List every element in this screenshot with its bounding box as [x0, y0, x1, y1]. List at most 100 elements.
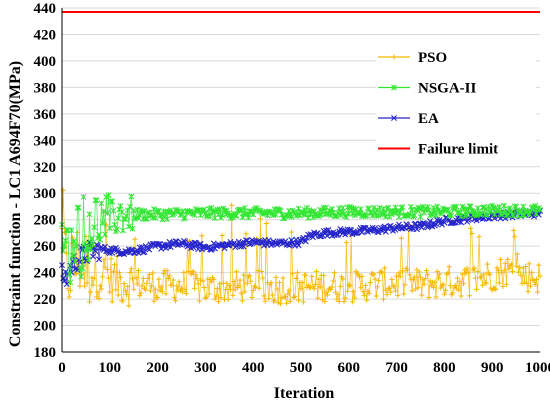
- pso-point: [121, 281, 127, 287]
- nsga-ii-point: [97, 236, 104, 243]
- nsga-ii-point: [152, 214, 159, 221]
- pso-point: [315, 295, 321, 301]
- nsga-ii-point: [61, 242, 68, 249]
- nsga-ii-point: [93, 197, 100, 204]
- pso-point: [311, 286, 317, 292]
- pso-point: [313, 268, 320, 275]
- pso-point: [493, 286, 499, 293]
- pso-point: [347, 283, 353, 289]
- nsga-ii-point: [115, 215, 122, 222]
- pso-point: [483, 280, 489, 286]
- nsga-ii-point: [430, 204, 437, 211]
- nsga-ii-point: [80, 194, 87, 200]
- pso-point: [280, 275, 286, 281]
- pso-point: [329, 284, 335, 290]
- nsga-ii-point: [102, 231, 108, 238]
- nsga-ii-point: [507, 205, 514, 211]
- pso-point: [272, 298, 278, 304]
- pso-point: [288, 229, 295, 235]
- pso-point: [90, 282, 96, 288]
- pso-point: [97, 283, 103, 289]
- pso-point: [238, 290, 244, 296]
- pso-point: [255, 268, 261, 274]
- pso-point: [515, 269, 522, 275]
- ea-point: [325, 226, 332, 233]
- nsga-ii-point: [501, 202, 508, 209]
- series-nsga-ii: [59, 192, 543, 286]
- pso-point: [262, 298, 268, 304]
- pso-point: [117, 274, 124, 280]
- pso-point: [395, 292, 401, 298]
- y-tick-label: 340: [34, 133, 57, 149]
- pso-point: [376, 278, 382, 284]
- pso-point: [380, 296, 387, 302]
- pso-point: [129, 276, 136, 282]
- pso-point: [258, 268, 265, 275]
- pso-point: [111, 262, 118, 268]
- pso-point: [217, 281, 223, 287]
- pso-point: [402, 282, 408, 288]
- pso-point: [339, 274, 345, 280]
- pso-point: [227, 286, 234, 293]
- pso-point: [151, 298, 157, 304]
- y-tick-labels: 180 200 220 240 260 280 300 320 340 360 380 400 420 4…: [34, 1, 57, 361]
- nsga-ii-point: [86, 211, 93, 218]
- pso-point: [399, 268, 406, 274]
- pso-point: [444, 271, 450, 277]
- nsga-ii-point: [434, 203, 441, 210]
- pso-point: [95, 289, 101, 295]
- nsga-ii-point: [68, 227, 75, 234]
- pso-point: [513, 263, 519, 269]
- ea-point: [351, 230, 358, 237]
- pso-point: [287, 298, 293, 304]
- pso-point: [196, 298, 203, 304]
- pso-point: [149, 283, 155, 289]
- pso-point: [531, 277, 537, 283]
- pso-point: [349, 299, 355, 305]
- pso-point: [165, 275, 171, 282]
- pso-point: [101, 257, 107, 263]
- pso-point: [67, 287, 73, 294]
- pso-point: [442, 287, 449, 293]
- pso-point: [260, 275, 266, 281]
- pso-point: [334, 296, 340, 302]
- pso-point: [225, 296, 231, 302]
- pso-point: [140, 275, 146, 281]
- pso-point: [133, 274, 139, 281]
- pso-point: [226, 282, 232, 289]
- pso-point: [177, 288, 183, 294]
- pso-point: [384, 292, 390, 298]
- pso-point: [143, 287, 149, 293]
- pso-point: [328, 286, 334, 293]
- pso-point: [128, 266, 134, 272]
- pso-point: [152, 286, 158, 292]
- pso-point: [404, 267, 410, 273]
- pso-point: [98, 286, 105, 292]
- pso-point: [356, 274, 363, 280]
- legend-marker-ea: [391, 115, 397, 121]
- pso-point: [174, 283, 180, 289]
- pso-point: [242, 289, 248, 295]
- pso-point: [183, 291, 189, 297]
- pso-point: [407, 272, 413, 278]
- pso-point: [364, 297, 370, 303]
- pso-point: [284, 300, 290, 306]
- axes: [61, 8, 540, 353]
- ea-point: [90, 253, 97, 260]
- pso-point: [465, 269, 471, 275]
- pso-point: [474, 286, 480, 292]
- nsga-ii-point: [70, 238, 77, 245]
- pso-point: [223, 286, 229, 292]
- pso-point: [180, 289, 186, 295]
- pso-point: [84, 280, 90, 286]
- nsga-ii-point: [66, 271, 73, 278]
- pso-point: [120, 298, 126, 304]
- pso-point: [391, 283, 397, 289]
- x-tick-labels: 0 100 200 300 400 500 600 700 800 900 1000: [58, 360, 550, 376]
- pso-point: [200, 278, 206, 284]
- x-tick-label: 100: [99, 360, 122, 376]
- pso-point: [269, 292, 275, 298]
- legend: PSO NSGA-II EA Failure limit: [376, 36, 536, 166]
- nsga-ii-point: [250, 211, 257, 218]
- pso-point: [266, 296, 272, 302]
